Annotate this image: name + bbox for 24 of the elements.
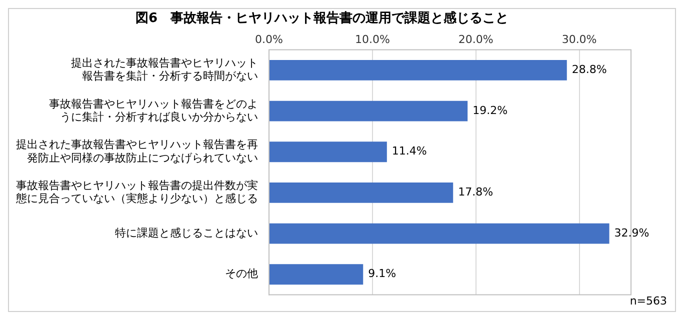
data-label: 19.2%: [472, 104, 508, 117]
y-tick-label: 特に課題と感じることはない: [115, 226, 258, 240]
data-label: 28.8%: [572, 63, 607, 76]
bar: [270, 223, 610, 244]
chart-title: 図6 事故報告・ヒヤリハット報告書の運用で課題と感じること: [135, 10, 509, 26]
y-tick-label: その他: [225, 267, 258, 280]
x-tick-label: 10.0%: [354, 33, 390, 46]
y-tick-label: 提出された事故報告書やヒヤリハット報告書を再発防止や同様の事故防止につなげられていない: [16, 138, 258, 164]
data-label: 32.9%: [614, 226, 650, 240]
data-label: 9.1%: [368, 267, 396, 280]
data-label: 11.4%: [392, 144, 427, 158]
bar: [270, 100, 468, 122]
x-tick-label: 0.0%: [255, 33, 283, 46]
y-tick-label: 提出された事故報告書やヒヤリハット報告書を集計・分析する時間がない: [71, 56, 258, 83]
annotation: n=563: [630, 294, 667, 308]
bar: [270, 142, 387, 162]
x-tick-label: 20.0%: [458, 33, 494, 46]
y-tick-label: 事故報告書やヒヤリハット報告書の提出件数が実態に見合っていない（実態より少ない）と感じる: [15, 178, 258, 206]
data-label: 17.8%: [458, 186, 494, 199]
x-tick-label: 30.0%: [562, 33, 597, 46]
bar: [270, 182, 454, 203]
bar: [270, 60, 567, 80]
y-tick-label: 事故報告書やヒヤリハット報告書をどのように集計・分析すれば良いか分からない: [49, 97, 258, 124]
bar: [270, 264, 364, 285]
